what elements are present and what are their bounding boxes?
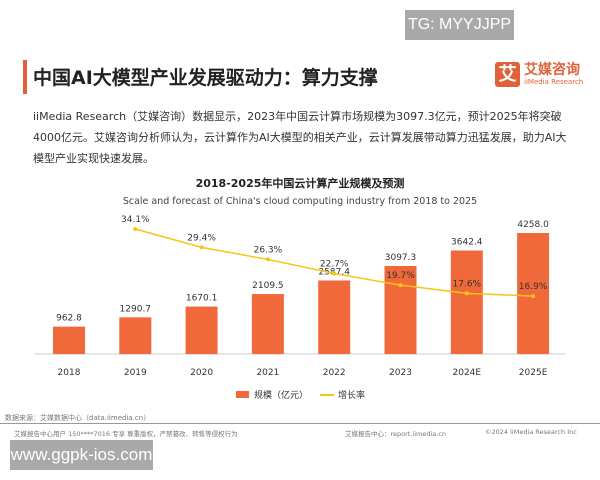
chart: 2018-2025年中国云计算产业规模及预测 Scale and forecas… <box>35 176 566 401</box>
bar-label-2024E: 3642.4 <box>451 237 483 247</box>
x-tick-2021: 2021 <box>256 368 279 378</box>
logo-mark: 艾 <box>495 62 520 87</box>
growth-label-2024E: 17.6% <box>453 279 482 289</box>
logo-cn: 艾媒咨询 <box>524 62 580 78</box>
x-tick-2020: 2020 <box>190 368 213 378</box>
x-tick-2023: 2023 <box>389 368 412 378</box>
x-tick-2018: 2018 <box>58 368 81 378</box>
growth-label-2022: 22.7% <box>320 259 349 269</box>
legend-bar-label: 规模（亿元） <box>254 389 308 401</box>
watermark-bottom: www.ggpk-ios.com <box>10 440 153 470</box>
bar-label-2019: 1290.7 <box>120 304 152 314</box>
x-tick-2025E: 2025E <box>519 368 548 378</box>
bar-2025E <box>517 233 550 354</box>
title-accent <box>23 60 27 94</box>
growth-point-2022 <box>332 271 337 276</box>
bar-2021 <box>251 294 284 354</box>
chart-subtitle: Scale and forecast of China's cloud comp… <box>123 196 477 207</box>
footer-divider <box>0 423 600 424</box>
legend-line-label: 增长率 <box>338 389 365 401</box>
growth-label-2019: 34.1% <box>121 215 150 225</box>
growth-label-2021: 26.3% <box>254 245 283 255</box>
logo-en: iiMedia Research <box>524 78 584 86</box>
bar-2019 <box>119 317 152 354</box>
x-tick-2019: 2019 <box>124 368 147 378</box>
bar-label-2025E: 4258.0 <box>517 220 549 230</box>
x-tick-2022: 2022 <box>323 368 346 378</box>
data-source: 数据来源：艾媒数据中心（data.iimedia.cn） <box>5 414 151 422</box>
bar-label-2023: 3097.3 <box>385 253 417 263</box>
bar-label-2020: 1670.1 <box>186 294 218 304</box>
logo: 艾 艾媒咨询 iiMedia Research <box>495 62 583 87</box>
growth-point-2024E <box>464 291 469 296</box>
chart-title: 2018-2025年中国云计算产业规模及预测 <box>196 176 405 190</box>
footer-notice: 艾媒报告中心用户 150****7016 专享 尊重版权，严禁篡改、转售等侵权行… <box>14 430 238 438</box>
bar-2018 <box>53 326 85 354</box>
growth-point-2020 <box>199 245 204 250</box>
bar-2022 <box>318 280 351 354</box>
bar-2024E <box>450 250 483 354</box>
growth-label-2025E: 16.9% <box>519 282 548 292</box>
bar-2020 <box>185 306 218 354</box>
legend-bar-swatch <box>236 391 249 398</box>
bar-label-2021: 2109.5 <box>252 281 284 291</box>
page-title: 中国AI大模型产业发展驱动力：算力支撑 <box>33 67 378 89</box>
growth-point-2019 <box>133 227 138 232</box>
footer-copyright: ©2024 iiMedia Research Inc <box>485 428 577 436</box>
growth-label-2023: 19.7% <box>386 271 415 281</box>
footer-report-center[interactable]: 艾媒报告中心：report.iimedia.cn <box>345 430 447 438</box>
growth-point-2023 <box>398 283 403 288</box>
growth-point-2025E <box>531 294 536 299</box>
x-tick-2024E: 2024E <box>453 368 482 378</box>
bar-2023 <box>384 265 417 354</box>
growth-point-2021 <box>265 257 270 262</box>
bar-label-2018: 962.8 <box>56 314 82 324</box>
summary-paragraph: iiMedia Research（艾媒咨询）数据显示，2023年中国云计算市场规… <box>33 110 567 165</box>
watermark-top: TG: MYYJJPP <box>405 10 514 40</box>
growth-label-2020: 29.4% <box>187 233 216 243</box>
